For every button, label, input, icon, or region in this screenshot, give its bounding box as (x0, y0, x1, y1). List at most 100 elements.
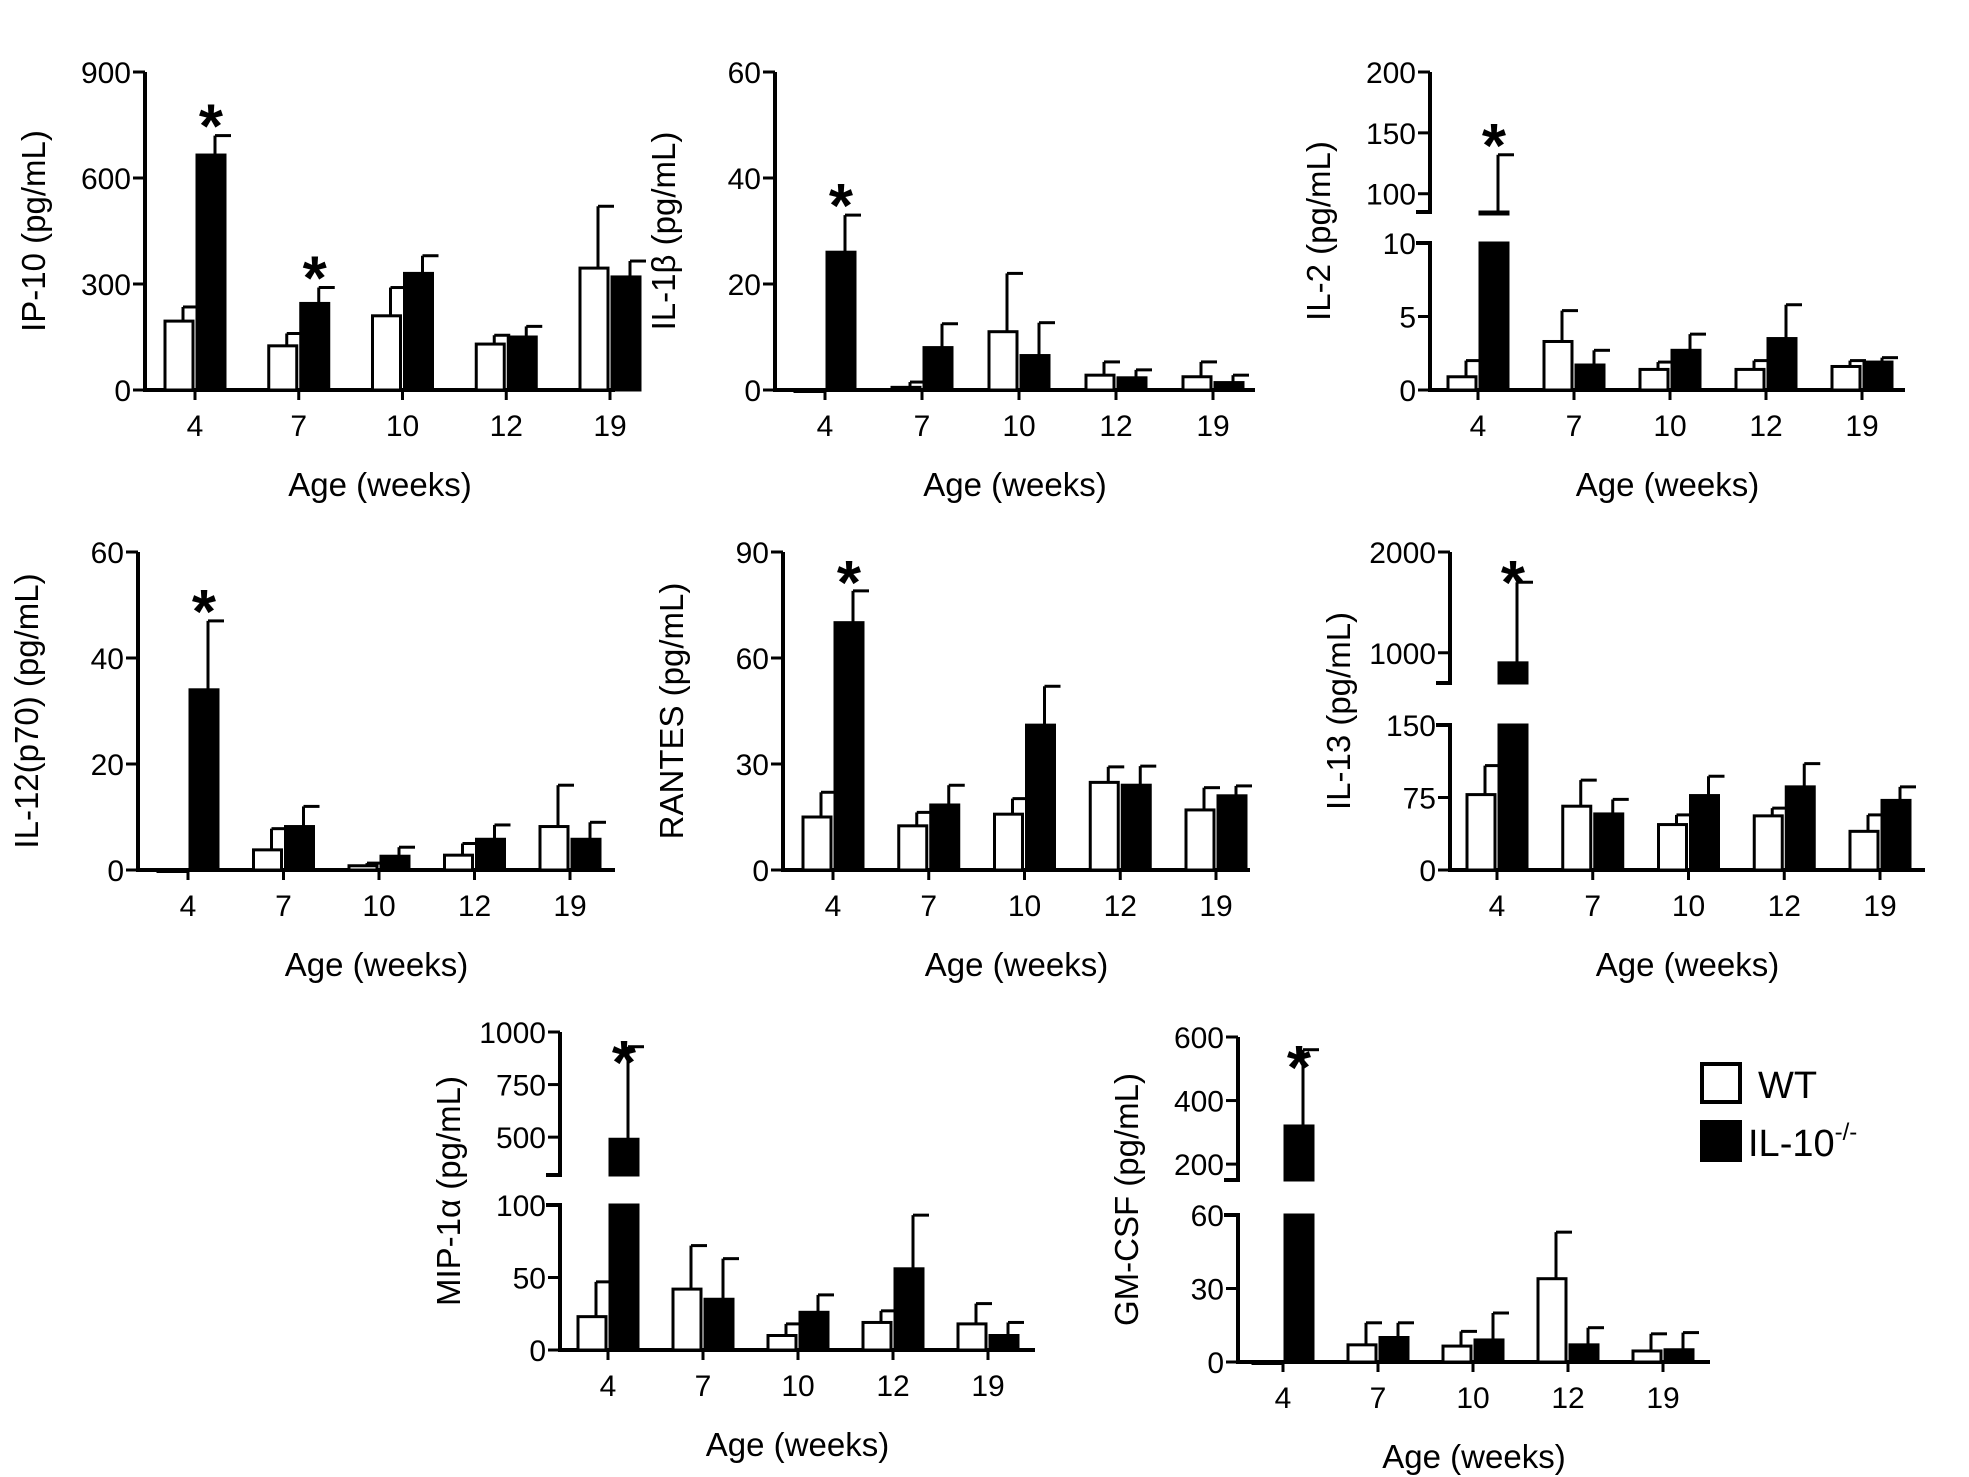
chart-panel-1: 0 300 600 900 IP-10 (pg/mL) 4 * 7 * 10 12 19 Age (we… (15, 57, 646, 503)
bar-il10ko-10 (1019, 354, 1051, 392)
bar-il10ko-12 (1568, 1343, 1600, 1364)
bar-wt-12 (1084, 373, 1116, 392)
y-tick-label: 60 (736, 643, 769, 676)
y-tick-label: 2000 (1369, 537, 1436, 570)
bar-wt-7 (267, 344, 299, 392)
chart-panel-2: 0 20 40 60 IL-1β (pg/mL) 4 * 7 10 12 19 Age (weeks) (645, 57, 1255, 503)
bar-wt-4 (793, 388, 825, 393)
x-tick-label: 19 (1199, 890, 1232, 923)
bar-wt-10 (1657, 823, 1688, 872)
bar-wt-10 (993, 812, 1024, 872)
x-tick-label: 10 (781, 1370, 814, 1403)
bar-wt-19 (956, 1322, 988, 1352)
y-tick-label: 5 (1399, 302, 1416, 335)
bar-wt-7 (897, 824, 929, 872)
bar-wt-4 (1446, 375, 1478, 392)
bar-wt-10 (371, 314, 402, 392)
bar-wt-7 (1346, 1343, 1378, 1364)
x-tick-label: 12 (876, 1370, 909, 1403)
significance-star: * (1482, 112, 1507, 181)
bar-il10ko-12 (1120, 783, 1152, 872)
bar-wt-7 (1542, 339, 1574, 392)
legend-swatch-il10ko (1700, 1120, 1742, 1162)
y-tick-label: 60 (1191, 1200, 1224, 1233)
bar-il10ko-19 (610, 275, 642, 392)
x-tick-label: 4 (187, 410, 204, 443)
bar-il10ko-19 (1213, 381, 1245, 392)
x-tick-label: 19 (1845, 410, 1878, 443)
bar-il10ko-7 (1574, 363, 1606, 392)
y-tick-label: 60 (728, 57, 761, 90)
y-tick-label: 20 (91, 749, 124, 782)
bar-il10ko-4 (825, 250, 857, 392)
y-axis-title: IP-10 (pg/mL) (15, 130, 52, 332)
x-axis-title: Age (weeks) (925, 946, 1108, 983)
bar-il10ko-12 (506, 335, 538, 392)
bar-wt-10 (1441, 1344, 1473, 1364)
y-tick-label: 600 (1174, 1022, 1224, 1055)
bar-wt-4 (801, 815, 833, 872)
bar-il10ko-19 (1216, 794, 1248, 872)
y-tick-label: 0 (1399, 375, 1416, 408)
legend-swatch-wt (1700, 1062, 1742, 1104)
bar-il10ko-10 (1670, 348, 1702, 392)
y-tick-label: 0 (744, 375, 761, 408)
x-tick-label: 7 (1584, 890, 1601, 923)
bar-wt-4 (1251, 1360, 1283, 1365)
x-axis-title: Age (weeks) (923, 466, 1106, 503)
x-tick-label: 19 (593, 410, 626, 443)
y-tick-label: 100 (496, 1190, 546, 1223)
bar-wt-10 (347, 864, 379, 872)
bar-wt-12 (474, 342, 506, 392)
x-tick-label: 10 (1672, 890, 1705, 923)
bar-wt-10 (987, 330, 1019, 392)
bar-wt-12 (1734, 367, 1766, 392)
y-tick-label: 600 (81, 163, 131, 196)
chart-panel-3: 0 5 10 100 150 200 IL-2 (pg/mL) 4 * 7 10 12 19 Age (w… (1300, 57, 1905, 503)
bar-il10ko-10 (798, 1310, 830, 1352)
x-tick-label: 12 (458, 890, 491, 923)
bar-il10ko-10 (403, 271, 434, 392)
x-tick-label: 19 (1863, 890, 1896, 923)
bar-il10ko-4-lower (608, 1203, 640, 1352)
y-axis-title: IL-1β (pg/mL) (645, 132, 682, 331)
bar-il10ko-4 (833, 621, 865, 872)
bar-wt-4 (1465, 793, 1497, 872)
y-tick-label: 0 (114, 375, 131, 408)
bar-wt-4 (156, 868, 188, 873)
x-axis-title: Age (weeks) (288, 466, 471, 503)
bar-il10ko-7 (922, 346, 954, 392)
x-axis-title: Age (weeks) (285, 946, 468, 983)
y-axis-title: IL-2 (pg/mL) (1300, 141, 1337, 321)
x-tick-label: 4 (1470, 410, 1487, 443)
y-axis-title: IL-13 (pg/mL) (1320, 612, 1357, 810)
bar-wt-12 (443, 853, 474, 872)
y-axis-title: RANTES (pg/mL) (653, 583, 690, 840)
chart-panel-4: 0 20 40 60 IL-12(p70) (pg/mL) 4 * 7 10 12 19 Age (w… (8, 537, 615, 983)
y-tick-label: 0 (752, 855, 769, 888)
y-axis-title: MIP-1α (pg/mL) (430, 1076, 467, 1306)
bar-il10ko-4-upper (1497, 661, 1529, 685)
y-tick-label: 60 (91, 537, 124, 570)
y-tick-label: 150 (1386, 710, 1436, 743)
significance-star: * (1501, 549, 1526, 618)
bar-il10ko-12 (1784, 785, 1816, 872)
y-tick-label: 20 (728, 269, 761, 302)
x-tick-label: 7 (1370, 1382, 1387, 1415)
x-tick-label: 12 (1551, 1382, 1584, 1415)
y-tick-label: 0 (1207, 1347, 1224, 1380)
y-tick-label: 40 (728, 163, 761, 196)
y-tick-label: 1000 (1369, 638, 1436, 671)
x-tick-label: 12 (1104, 890, 1137, 923)
y-tick-label: 0 (529, 1335, 546, 1368)
y-tick-label: 10 (1383, 228, 1416, 261)
bar-il10ko-4-lower (1497, 723, 1529, 872)
bar-il10ko-19 (570, 837, 602, 872)
x-axis-title: Age (weeks) (706, 1426, 889, 1463)
y-tick-label: 200 (1174, 1149, 1224, 1182)
bar-il10ko-4 (195, 153, 227, 392)
x-tick-label: 12 (1099, 410, 1132, 443)
